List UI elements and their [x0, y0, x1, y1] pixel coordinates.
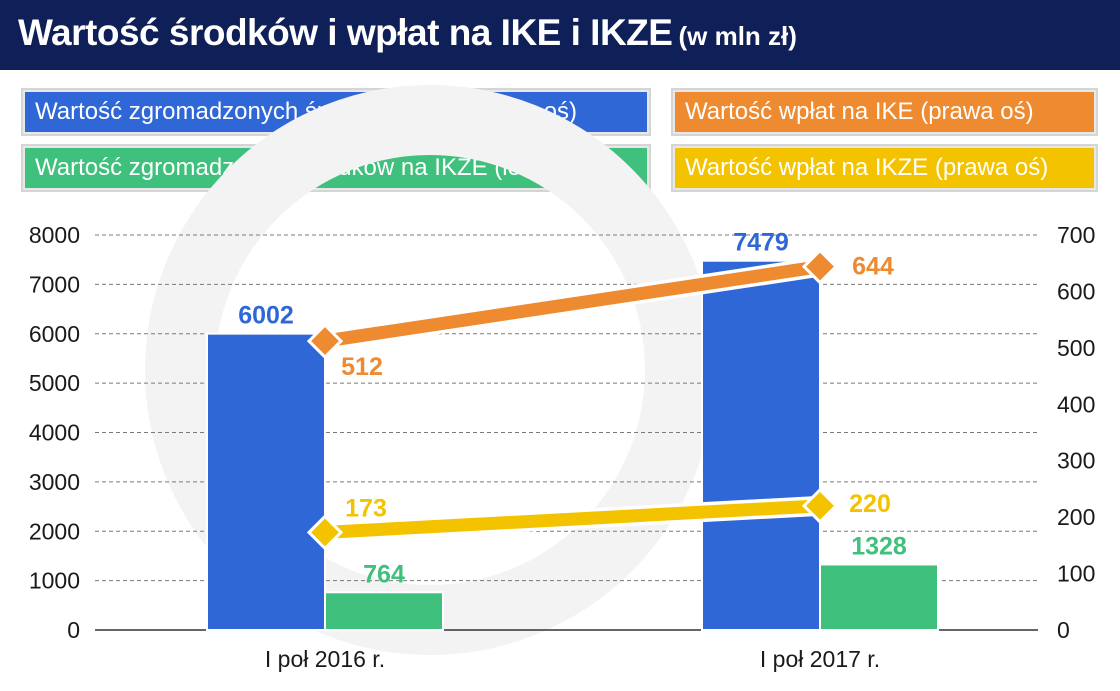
y-right-tick-label: 500 — [1057, 335, 1095, 361]
line-ikze-payments — [324, 499, 821, 539]
y-left-tick-label: 2000 — [29, 518, 80, 544]
y-left-tick-label: 1000 — [29, 568, 80, 594]
bar-ikze-funds — [324, 591, 444, 632]
y-left-tick-label: 4000 — [29, 420, 80, 446]
x-tick-label: I poł 2017 r. — [760, 646, 880, 672]
data-label-ike-payments: 644 — [852, 253, 894, 281]
bar-ike-funds — [701, 259, 821, 631]
marker-ike-payments — [801, 248, 839, 285]
y-left-tick-label: 5000 — [29, 370, 80, 396]
y-right-tick-label: 300 — [1057, 448, 1095, 474]
title-main: Wartość środków i wpłat na IKE i IKZE — [18, 12, 673, 53]
marker-ikze-payments — [801, 487, 839, 524]
data-label-ikze-funds: 764 — [363, 560, 405, 588]
y-right-tick-label: 600 — [1057, 278, 1095, 304]
data-label-ikze-payments: 220 — [849, 490, 891, 518]
data-label-ike-funds: 7479 — [733, 229, 789, 257]
legend-ike-payments: Wartość wpłat na IKE (prawa oś) — [673, 90, 1096, 134]
y-right-tick-label: 400 — [1057, 391, 1095, 417]
y-left-tick-label: 6000 — [29, 321, 80, 347]
data-label-ikze-funds: 1328 — [851, 532, 907, 560]
y-left-tick-label: 8000 — [29, 222, 80, 248]
marker-ikze-payments — [306, 514, 344, 551]
data-label-ike-payments: 512 — [341, 353, 383, 381]
y-left-tick-label: 0 — [67, 617, 80, 643]
y-right-tick-label: 0 — [1057, 617, 1070, 643]
y-right-tick-label: 200 — [1057, 504, 1095, 530]
chart-title: Wartość środków i wpłat na IKE i IKZE (w … — [18, 12, 797, 54]
bar-ike-funds — [206, 332, 326, 631]
bar-ikze-funds — [819, 563, 939, 631]
y-left-tick-label: 7000 — [29, 271, 80, 297]
line-ike-payments — [324, 260, 821, 348]
y-left-tick-label: 3000 — [29, 469, 80, 495]
legend-ikze-payments: Wartość wpłat na IKZE (prawa oś) — [673, 146, 1096, 190]
title-unit: (w mln zł) — [678, 21, 797, 51]
data-label-ikze-payments: 173 — [345, 494, 387, 522]
x-tick-label: I poł 2016 r. — [265, 646, 385, 672]
marker-ike-payments — [306, 322, 344, 360]
y-right-tick-label: 100 — [1057, 561, 1095, 587]
y-right-tick-label: 700 — [1057, 222, 1095, 248]
data-label-ike-funds: 6002 — [238, 302, 294, 330]
title-bar: Wartość środków i wpłat na IKE i IKZE (w … — [0, 0, 1120, 70]
